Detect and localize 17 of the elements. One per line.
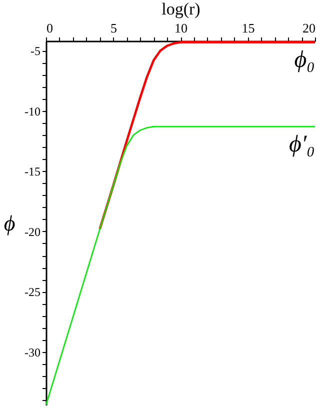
y-tick-label: -15 [24,164,40,179]
x-tick-label: 15 [242,20,255,36]
line-series [46,126,315,405]
x-tick-label: 20 [302,20,316,36]
annotation: ϕ′₀ [288,132,315,158]
x-tick-label: 0 [46,20,53,36]
x-tick-label: 10 [174,20,188,36]
y-tick-label: -20 [24,224,40,239]
y-tick-label: -30 [24,345,40,360]
line-series [98,41,315,230]
x-axis-title: log(r) [162,0,200,18]
y-axis-title: ϕ [4,210,16,236]
y-tick-label: -5 [30,44,40,58]
x-tick-label: 5 [110,20,117,36]
annotation: ϕ₀ [294,47,315,74]
y-tick-label: -25 [24,285,40,300]
y-tick-label: -10 [24,104,40,118]
